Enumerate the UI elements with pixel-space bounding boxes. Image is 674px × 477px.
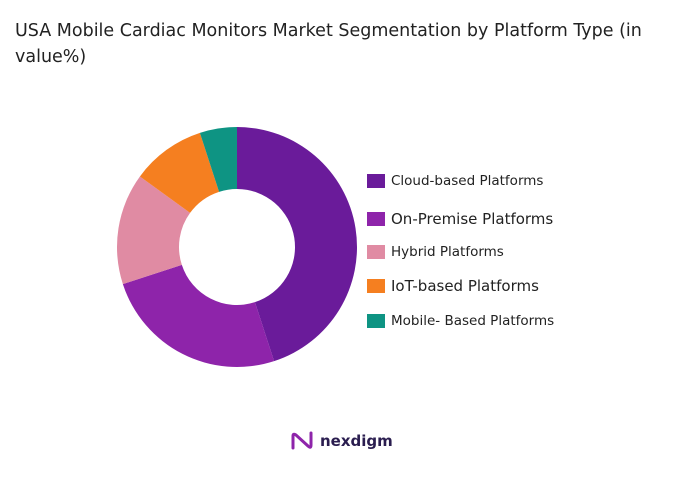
logo-text: nexdigm (320, 432, 393, 450)
legend-label: Cloud-based Platforms (391, 173, 544, 189)
slice-iot-based-platforms (139, 132, 220, 213)
legend-swatch (367, 245, 385, 259)
legend-item: Mobile- Based Platforms (367, 313, 554, 329)
slice-hybrid-platforms (117, 176, 191, 285)
legend-item: Hybrid Platforms (367, 244, 504, 260)
slice-cloud-based-platforms (237, 127, 357, 362)
slice-on-premise-platforms (122, 264, 275, 367)
nexdigm-logo: nexdigm (290, 430, 393, 452)
legend-swatch (367, 279, 385, 293)
legend-label: On-Premise Platforms (391, 210, 554, 228)
chart-title: USA Mobile Cardiac Monitors Market Segme… (15, 21, 642, 67)
slice-mobile-based-platforms (199, 127, 237, 192)
legend-swatch (367, 212, 385, 226)
legend-item: IoT-based Platforms (367, 277, 539, 295)
nexdigm-logo-icon (291, 431, 313, 450)
legend-label: Hybrid Platforms (391, 244, 504, 260)
legend-item: On-Premise Platforms (367, 210, 553, 228)
legend-swatch (367, 174, 385, 188)
legend-item: Cloud-based Platforms (367, 173, 543, 189)
legend-label: IoT-based Platforms (391, 277, 539, 295)
legend-label: Mobile- Based Platforms (391, 313, 555, 329)
legend-swatch (367, 314, 385, 328)
